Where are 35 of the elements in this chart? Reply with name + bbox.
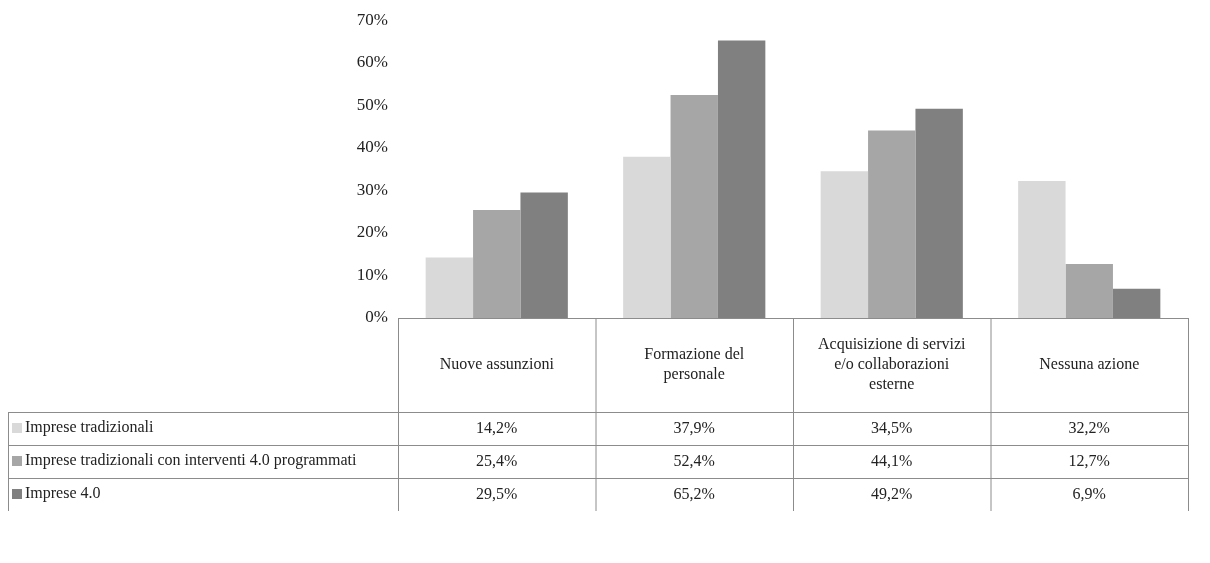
data-label: 25,4% [476,451,518,469]
legend-label: Imprese tradizionali [25,418,154,437]
data-label: 29,5% [476,484,518,502]
y-tick-label: 0% [365,307,388,327]
data-label: 12,7% [1068,451,1110,469]
data-label: 52,4% [673,451,715,469]
y-tick-label: 70% [356,9,388,29]
bar [1065,263,1113,318]
bar [820,171,869,318]
data-label: 6,9% [1072,484,1106,502]
bar [425,257,474,318]
x-tick-label: Formazione del personale [644,345,745,384]
legend-label: Imprese tradizionali con interventi 4.0 programmati [25,451,357,470]
y-tick-label: 20% [356,222,388,242]
y-tick-label: 40% [356,137,388,157]
data-label: 44,1% [871,451,913,469]
y-tick-label: 10% [356,264,388,284]
y-tick-label: 30% [356,179,388,199]
bar [1018,181,1066,318]
data-label: 37,9% [673,418,715,436]
data-label: 14,2% [476,418,518,436]
x-tick-label: Nessuna azione [1039,355,1140,373]
bar [868,130,916,318]
data-label: 32,2% [1068,418,1110,436]
y-tick-label: 50% [356,94,388,114]
x-tick-label: Acquisizione di servizi e/o collaborazioni esterne [817,335,967,393]
data-label: 49,2% [871,484,913,502]
y-tick-label: 60% [356,52,388,72]
x-tick-label: Nuove assunzioni [439,355,555,373]
data-label: 65,2% [673,484,715,502]
bar [473,209,521,318]
legend-label: Imprese 4.0 [25,484,101,503]
bar [623,156,671,318]
bar [670,95,718,318]
data-label: 34,5% [871,418,913,436]
